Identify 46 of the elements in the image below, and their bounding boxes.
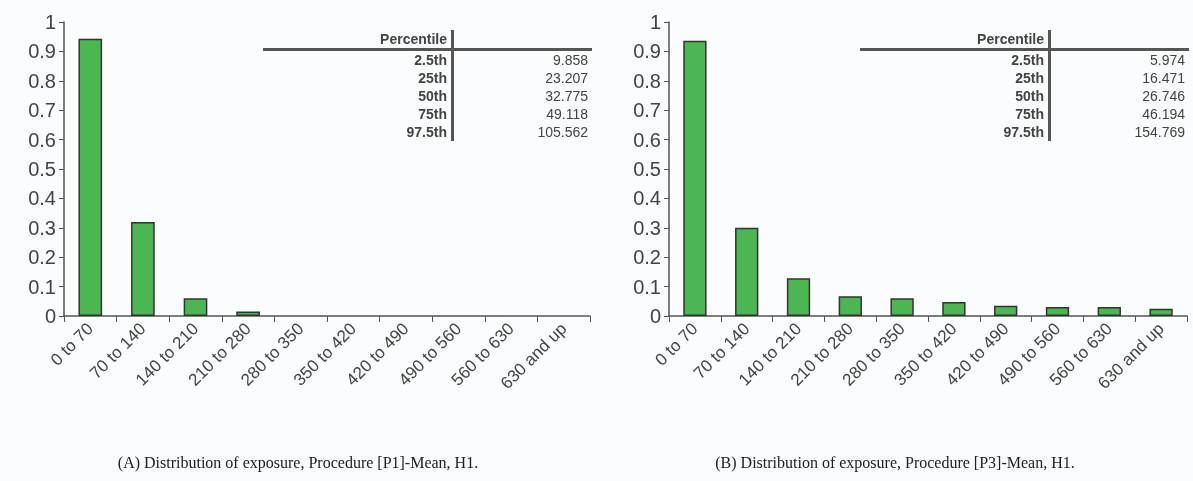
y-tick-label: 0.9 bbox=[633, 40, 661, 63]
annotation: 25th bbox=[860, 69, 1050, 87]
text: (B) Distribution of exposure, Procedure [P3]-Mean, H1. bbox=[714, 454, 1076, 472]
annotation: 46.194 bbox=[1141, 105, 1186, 123]
annotation: 97.5th bbox=[860, 123, 1050, 141]
annotation: 97.5th bbox=[263, 123, 453, 141]
y-tick-label: 0.4 bbox=[28, 187, 56, 210]
y-tick-label: 0.3 bbox=[633, 216, 661, 239]
y-tick-label: 0.8 bbox=[633, 69, 661, 92]
annotation: 23.207 bbox=[544, 69, 589, 87]
text: (A) Distribution of exposure, Procedure [P1]-Mean, H1. bbox=[116, 454, 480, 472]
y-tick-label: 0.2 bbox=[633, 246, 661, 269]
annotation: 32.775 bbox=[544, 87, 589, 105]
y-tick-label: 0.5 bbox=[28, 158, 56, 180]
annotation: 105.562 bbox=[536, 123, 589, 141]
annotation: 9.858 bbox=[551, 51, 589, 69]
y-tick-label: 0.2 bbox=[28, 246, 56, 269]
annotation: 25th bbox=[263, 69, 453, 87]
y-tick-label: 0.3 bbox=[28, 216, 56, 239]
annotation: 2.5th bbox=[860, 49, 1050, 69]
annotation: 26.746 bbox=[1141, 87, 1186, 105]
annotation: Percentile bbox=[860, 30, 1050, 50]
y-tick-label: 0.6 bbox=[633, 128, 661, 151]
y-tick-label: 0.7 bbox=[633, 99, 661, 122]
y-tick-label: 0.7 bbox=[28, 99, 56, 122]
y-tick-label: 0.1 bbox=[633, 275, 661, 298]
annotation: 50th bbox=[263, 87, 453, 105]
annotation: 75th bbox=[263, 105, 453, 123]
y-tick-label: 0 bbox=[44, 305, 56, 327]
y-tick-label: 0.8 bbox=[28, 69, 56, 92]
annotation: 50th bbox=[860, 87, 1050, 105]
annotation: 2.5th bbox=[263, 49, 453, 69]
y-tick-label: 0.4 bbox=[633, 187, 661, 210]
annotation: 75th bbox=[860, 105, 1050, 123]
y-tick-label: 0.5 bbox=[633, 158, 661, 180]
y-tick-label: 0.9 bbox=[28, 40, 56, 63]
annotation: 16.471 bbox=[1141, 69, 1186, 87]
y-tick-label: 0.1 bbox=[28, 275, 56, 298]
annotation: Percentile bbox=[263, 30, 453, 50]
y-tick-label: 0.6 bbox=[28, 128, 56, 151]
annotation: 154.769 bbox=[1133, 123, 1186, 141]
annotation: 5.974 bbox=[1148, 51, 1186, 69]
annotation: 49.118 bbox=[545, 105, 589, 123]
y-tick-label: 0 bbox=[649, 305, 661, 327]
y-tick-label: 1 bbox=[44, 11, 56, 33]
y-tick-label: 1 bbox=[649, 11, 661, 33]
